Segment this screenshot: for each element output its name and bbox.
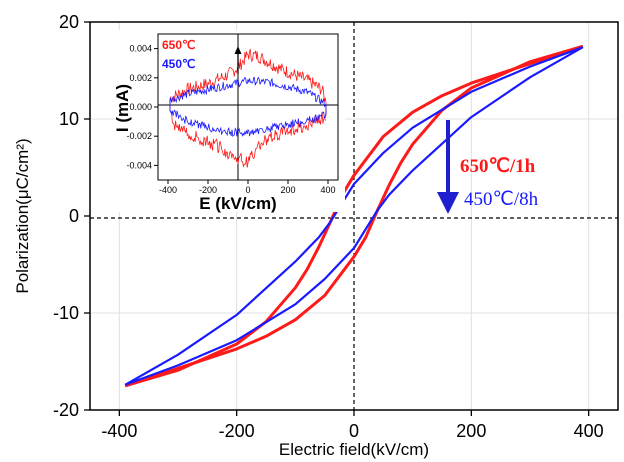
inset-y-tick-label: 0.000 <box>129 102 152 112</box>
inset-series-group <box>169 48 327 168</box>
inset-x-tick-label: 400 <box>320 185 335 195</box>
label-450-8h: 450℃/8h <box>464 189 539 210</box>
inset-x-tick-label: -200 <box>199 185 217 195</box>
inset-x-tick-label: 200 <box>280 185 295 195</box>
inset-x-tick-label: 0 <box>245 185 250 195</box>
y-tick-label: 20 <box>59 12 79 32</box>
inset-chart: -400 -200 0 200 400 -0.004 -0.002 0.000 0.002 0.… <box>113 30 345 213</box>
inset-background <box>115 30 345 212</box>
inset-y-ticks: -0.004 -0.002 0.000 0.002 0.004 <box>126 44 158 170</box>
inset-x-ticks: -400 -200 0 200 400 <box>159 180 336 195</box>
x-tick-label: 400 <box>574 421 604 441</box>
y-tick-label: 10 <box>59 109 79 129</box>
x-tick-label: -400 <box>101 421 137 441</box>
inset-series-650-upper-line <box>169 48 327 103</box>
inset-series-450-upper-line <box>169 76 327 108</box>
inset-x-tick-label: -400 <box>159 185 177 195</box>
inset-series-650-lower-line <box>169 111 326 168</box>
up-arrow-icon <box>234 46 242 74</box>
down-arrow-icon <box>437 120 459 214</box>
inset-legend-650: 650℃ <box>162 38 196 52</box>
y-tick-label: 0 <box>69 206 79 226</box>
inset-series-450-lower-line <box>169 109 327 137</box>
y-tick-label: -10 <box>53 303 79 323</box>
label-650-1h: 650℃/1h <box>460 156 536 177</box>
inset-legend-450: 450℃ <box>162 57 196 71</box>
x-tick-label: 200 <box>456 421 486 441</box>
x-tick-label: 0 <box>349 421 359 441</box>
series-450-lower-line <box>124 46 584 386</box>
x-tick-label: -200 <box>219 421 255 441</box>
main-y-axis-label: Polarization(μC/cm²) <box>13 138 32 293</box>
inset-y-tick-label: 0.002 <box>129 73 152 83</box>
inset-y-tick-label: -0.002 <box>126 131 152 141</box>
main-x-ticks: -400 -200 0 200 400 <box>101 410 604 441</box>
inset-x-axis-label: E (kV/cm) <box>199 194 276 213</box>
y-tick-label: -20 <box>53 400 79 420</box>
main-x-axis-label: Electric field(kV/cm) <box>279 440 429 459</box>
main-y-ticks: -20 -10 0 10 20 <box>53 12 90 420</box>
series-650-lower-line <box>124 44 584 388</box>
inset-y-axis-label: I (mA) <box>113 84 132 132</box>
inset-y-tick-label: -0.004 <box>126 160 152 170</box>
inset-y-tick-label: 0.004 <box>129 44 152 54</box>
